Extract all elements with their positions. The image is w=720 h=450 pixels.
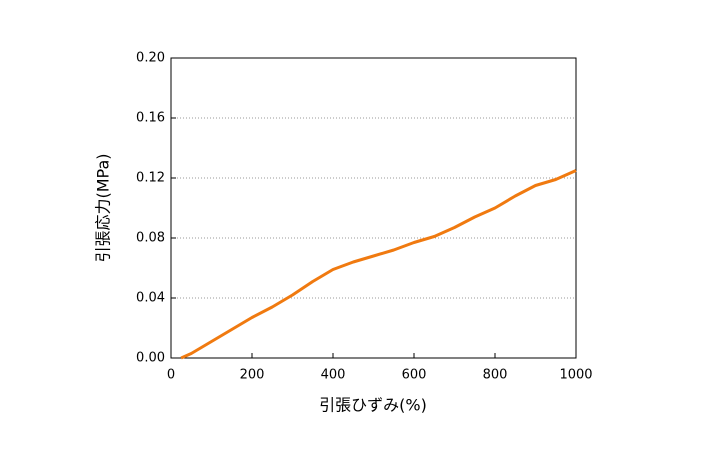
x-tick-label: 200 [240,368,265,383]
y-tick-label: 0.08 [136,231,165,246]
x-tick-label: 400 [321,368,346,383]
plot-frame [170,57,577,359]
y-tick-label: 0.20 [136,51,165,66]
y-tick-label: 0.04 [136,291,165,306]
y-axis-label: 引張応力(MPa) [94,153,113,262]
data-line [180,169,577,360]
y-tick-label: 0.16 [136,111,165,126]
x-axis-label: 引張ひずみ(%) [319,396,427,415]
x-tick-label: 600 [402,368,427,383]
x-tick-label: 1000 [559,368,592,383]
x-tick-label: 0 [167,368,175,383]
y-tick-label: 0.00 [136,351,165,366]
y-tick-label: 0.12 [136,171,165,186]
x-tick-label: 800 [483,368,508,383]
